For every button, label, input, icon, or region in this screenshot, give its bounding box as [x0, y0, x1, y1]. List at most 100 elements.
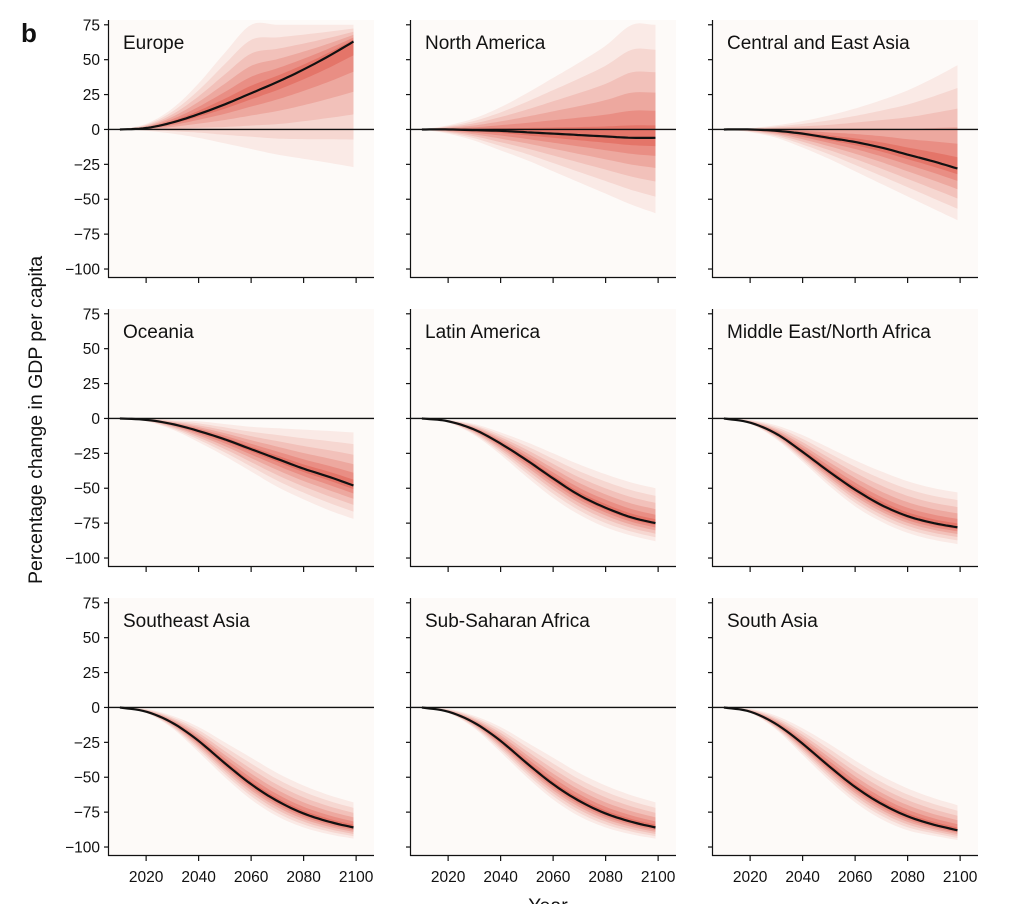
x-tick-label: 2100 [339, 869, 374, 886]
plot-background [712, 20, 978, 278]
panel-title: Latin America [425, 322, 541, 343]
plot-background [410, 598, 676, 856]
plot-background [108, 20, 374, 278]
uncertainty-band [119, 28, 354, 140]
median-line [723, 706, 958, 832]
panel-south-asia: 2020 2040 2060 2080 2100 South Asia [708, 598, 978, 886]
y-axis-title: Percentage change in GDP per capita [25, 256, 47, 584]
uncertainty-band [421, 418, 656, 526]
x-tick-label: 2040 [483, 869, 518, 886]
y-tick-label: 75 [83, 17, 100, 34]
y-tick-label: −75 [74, 805, 100, 822]
y-tick-label: −50 [74, 192, 101, 209]
panel-title: Southeast Asia [123, 611, 250, 632]
uncertainty-band [421, 418, 656, 542]
uncertainty-band [119, 31, 354, 130]
panel-middle-east-north-africa: Middle East/North Africa [708, 309, 978, 572]
x-tick-label: 2100 [641, 869, 676, 886]
x-tick-label: 2080 [588, 869, 623, 886]
y-tick-label: 25 [83, 376, 100, 393]
uncertainty-band [723, 418, 958, 534]
uncertainty-band [723, 418, 958, 537]
panel-oceania: 75 50 25 0 −25 −50 −75 −100 Oceania [65, 306, 374, 572]
y-tick-label: 0 [91, 411, 100, 428]
y-tick-label: 75 [83, 595, 100, 612]
y-tick-label: −50 [74, 481, 101, 498]
y-tick-label: −25 [74, 446, 100, 463]
uncertainty-band [723, 129, 958, 181]
panel-letter: b [21, 18, 37, 48]
x-tick-label: 2100 [943, 869, 978, 886]
uncertainty-band [421, 707, 656, 832]
y-tick-label: −50 [74, 770, 101, 787]
y-tick-label: 25 [83, 87, 100, 104]
uncertainty-band [119, 707, 354, 831]
panel-title: Sub-Saharan Africa [425, 611, 590, 632]
median-line [421, 128, 656, 139]
panel-southeast-asia: 75 50 25 0 −25 −50 −75 −100 2020 2040 2060 2080 2100… [65, 595, 374, 886]
uncertainty-band [421, 48, 656, 197]
y-tick-label: −75 [74, 516, 100, 533]
x-tick-label: 2080 [286, 869, 321, 886]
y-tick-label: 0 [91, 700, 100, 717]
uncertainty-band [723, 707, 958, 833]
uncertainty-band [119, 707, 354, 832]
plot-background [410, 20, 676, 278]
y-tick-label: 50 [83, 52, 101, 69]
panel-title: Central and East Asia [727, 33, 910, 54]
median-line [723, 417, 958, 529]
uncertainty-band [421, 418, 656, 528]
uncertainty-band [119, 418, 354, 499]
median-line [421, 706, 656, 829]
x-tick-label: 2060 [234, 869, 269, 886]
median-line [119, 40, 355, 131]
plot-background [108, 309, 374, 567]
uncertainty-band [421, 418, 656, 531]
x-tick-label: 2020 [129, 869, 164, 886]
y-tick-label: −100 [65, 262, 100, 279]
x-tick-label: 2040 [181, 869, 216, 886]
x-tick-label: 2060 [838, 869, 873, 886]
plot-background [712, 598, 978, 856]
y-tick-label: −25 [74, 735, 100, 752]
uncertainty-band [723, 65, 958, 221]
y-tick-label: 0 [91, 122, 100, 139]
x-tick-label: 2020 [733, 869, 768, 886]
panel-central-and-east-asia: Central and East Asia [708, 20, 978, 283]
uncertainty-band [119, 418, 354, 505]
y-tick-label: 50 [83, 630, 101, 647]
panel-north-america: North America [406, 20, 676, 283]
uncertainty-band [119, 418, 354, 519]
panel-title: South Asia [727, 611, 818, 632]
median-line [119, 706, 354, 829]
y-tick-label: 50 [83, 341, 101, 358]
panel-europe: 75 50 25 0 −25 −50 −75 −100 Europe [65, 17, 374, 283]
uncertainty-band [421, 418, 656, 538]
y-tick-label: 75 [83, 306, 100, 323]
y-tick-label: −100 [65, 840, 100, 857]
median-line [421, 417, 656, 525]
x-tick-label: 2060 [536, 869, 571, 886]
panel-title: Middle East/North Africa [727, 322, 931, 343]
x-tick-label: 2040 [785, 869, 820, 886]
uncertainty-band [421, 707, 656, 834]
median-line [723, 128, 958, 170]
y-tick-label: 25 [83, 665, 100, 682]
panel-sub-saharan-africa: 2020 2040 2060 2080 2100 Sub-Saharan Africa [406, 598, 676, 886]
uncertainty-band [119, 707, 354, 834]
plot-background [410, 309, 676, 567]
uncertainty-band [421, 71, 656, 182]
uncertainty-band [723, 707, 958, 838]
uncertainty-band [421, 707, 656, 831]
x-tick-label: 2080 [890, 869, 925, 886]
uncertainty-band [723, 707, 958, 840]
uncertainty-band [119, 37, 354, 130]
y-tick-label: −100 [65, 551, 100, 568]
panel-title: Europe [123, 33, 184, 54]
uncertainty-band [723, 707, 958, 836]
uncertainty-band [723, 129, 958, 175]
x-axis-title: Year [528, 895, 568, 904]
y-tick-label: −25 [74, 157, 100, 174]
x-tick-label: 2020 [431, 869, 466, 886]
